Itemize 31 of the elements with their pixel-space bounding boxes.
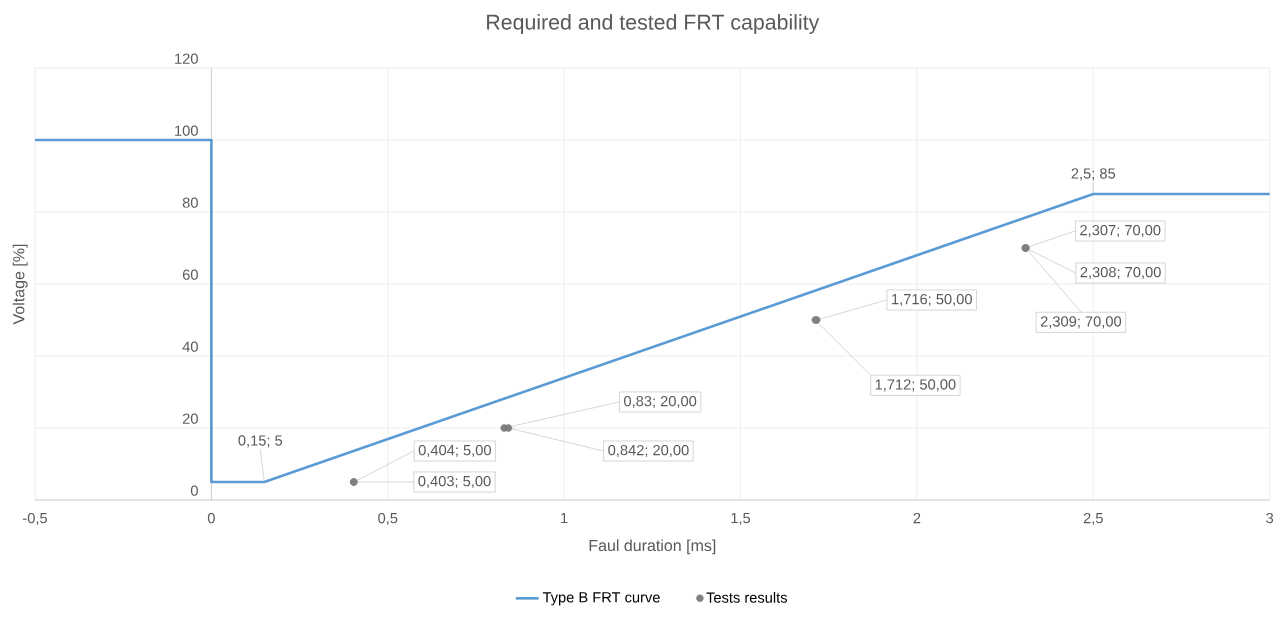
x-tick-label: -0,5: [23, 512, 48, 526]
y-tick-label: 20: [182, 413, 198, 424]
data-label: 0,842; 20,00: [608, 444, 689, 458]
data-label: 0,404; 5,00: [418, 444, 491, 458]
data-label: 0,15; 5: [238, 435, 283, 448]
legend-label: Type B FRT curve: [542, 592, 660, 606]
y-tick-label: 80: [182, 197, 198, 208]
x-tick-label: 2,5: [1083, 512, 1103, 526]
legend-label: Tests results: [706, 592, 787, 603]
x-axis-title: Faul duration [ms]: [589, 539, 716, 555]
x-tick-label: 1,5: [731, 512, 751, 525]
data-label: 1,716; 50,00: [892, 293, 972, 307]
data-label: 2,5; 85: [1071, 168, 1116, 181]
x-tick-label: 2: [913, 512, 921, 524]
y-tick-label: 100: [175, 125, 198, 136]
data-label: 2,307; 70,00: [1080, 224, 1161, 238]
y-tick-label: 60: [182, 269, 198, 280]
chart-title: Required and tested FRT capability: [487, 14, 820, 34]
data-label: 1,712; 50,00: [875, 379, 956, 392]
y-tick-label: 120: [175, 53, 198, 64]
x-tick-label: 1: [561, 512, 568, 523]
data-label: 2,308; 70,00: [1080, 266, 1161, 280]
x-tick-label: 0,5: [378, 512, 398, 526]
data-label: 2,309; 70,00: [1040, 316, 1122, 329]
data-label: 0,403; 5,00: [418, 475, 491, 489]
x-tick-label: 0: [207, 512, 215, 524]
data-label: 0,83; 20,00: [624, 395, 697, 409]
y-tick-label: 40: [182, 341, 198, 352]
y-axis-title: Voltage [%]: [12, 244, 28, 325]
x-tick-label: 3: [1266, 512, 1274, 524]
y-tick-label: 0: [190, 485, 198, 496]
